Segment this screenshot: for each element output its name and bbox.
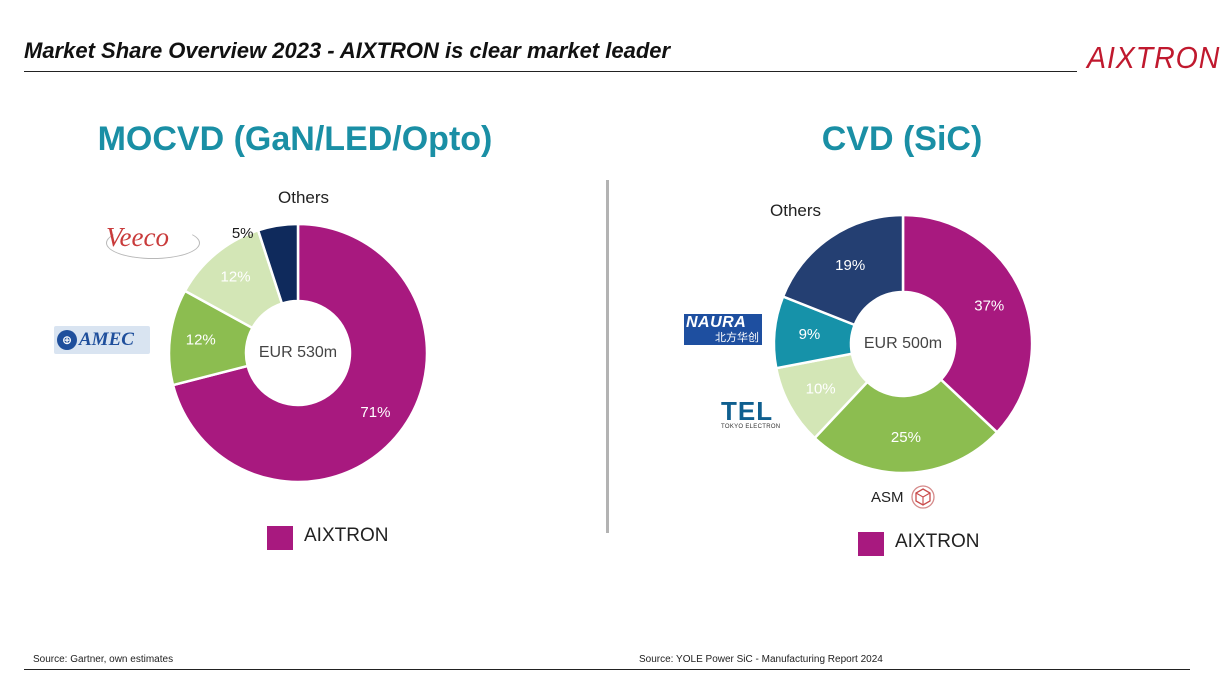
slice-others	[256, 222, 300, 306]
slice-label-veeco: 12%	[221, 268, 251, 285]
slice-label-tel: 10%	[806, 380, 836, 397]
amec-logo-text: AMEC	[79, 329, 134, 350]
cvd-chart-title: CVD (SiC)	[821, 120, 983, 158]
mocvd-donut: 71% 12% 12% 5% EUR 530m	[167, 222, 429, 484]
chart-divider	[606, 180, 609, 533]
slice-label-naura: 9%	[799, 326, 821, 343]
page-title: Market Share Overview 2023 - AIXTRON is …	[24, 38, 671, 63]
asm-cube-icon	[910, 485, 935, 509]
asm-logo-text: ASM	[871, 488, 904, 506]
veeco-logo: Veeco	[106, 222, 169, 252]
title-underline	[24, 71, 1077, 72]
tel-logo-text: TEL	[721, 396, 774, 426]
slice-label-amec: 12%	[186, 332, 216, 349]
cvd-donut: 37% 25% 10% 9% 19% EUR 500m	[772, 213, 1034, 475]
donut-center-total: EUR 500m	[864, 335, 942, 352]
slice-aixtron	[901, 213, 1034, 435]
footer-rule	[24, 669, 1190, 670]
mocvd-source-note: Source: Gartner, own estimates	[33, 654, 174, 665]
donut-center-total: EUR 530m	[259, 344, 337, 361]
mocvd-legend-label: AIXTRON	[304, 525, 389, 546]
slice-label-aixtron: 71%	[360, 404, 390, 421]
cvd-legend-swatch	[858, 532, 884, 556]
naura-logo-chinese: 北方华创	[684, 332, 762, 345]
tel-logo-subtext: TOKYO ELECTRON	[721, 424, 781, 430]
amec-logo: ⊕ AMEC	[54, 326, 150, 354]
slice-aixtron	[171, 222, 429, 484]
cvd-source-note: Source: YOLE Power SiC - Manufacturing R…	[639, 654, 883, 665]
asm-logo: ASM	[871, 484, 938, 510]
slice-label-asm: 25%	[891, 429, 921, 446]
tel-logo: TEL TOKYO ELECTRON	[721, 398, 780, 430]
amec-logo-icon: ⊕	[57, 330, 77, 350]
cvd-legend-label: AIXTRON	[895, 531, 980, 552]
naura-logo: NAURA 北方华创	[684, 314, 762, 345]
mocvd-chart-title: MOCVD (GaN/LED/Opto)	[97, 120, 493, 158]
slice-asm	[812, 377, 999, 475]
slice-label-aixtron: 37%	[974, 298, 1004, 315]
mocvd-legend-swatch	[267, 526, 293, 550]
slice-label-others: 5%	[232, 225, 254, 242]
naura-logo-text: NAURA	[684, 314, 762, 332]
slice-label-others: 19%	[835, 257, 865, 274]
aixtron-logo: AIXTRON	[1087, 40, 1221, 75]
mocvd-others-label: Others	[278, 188, 330, 207]
slice-others	[781, 213, 905, 327]
cvd-others-label: Others	[770, 201, 822, 220]
veeco-logo-swoosh	[106, 227, 200, 259]
